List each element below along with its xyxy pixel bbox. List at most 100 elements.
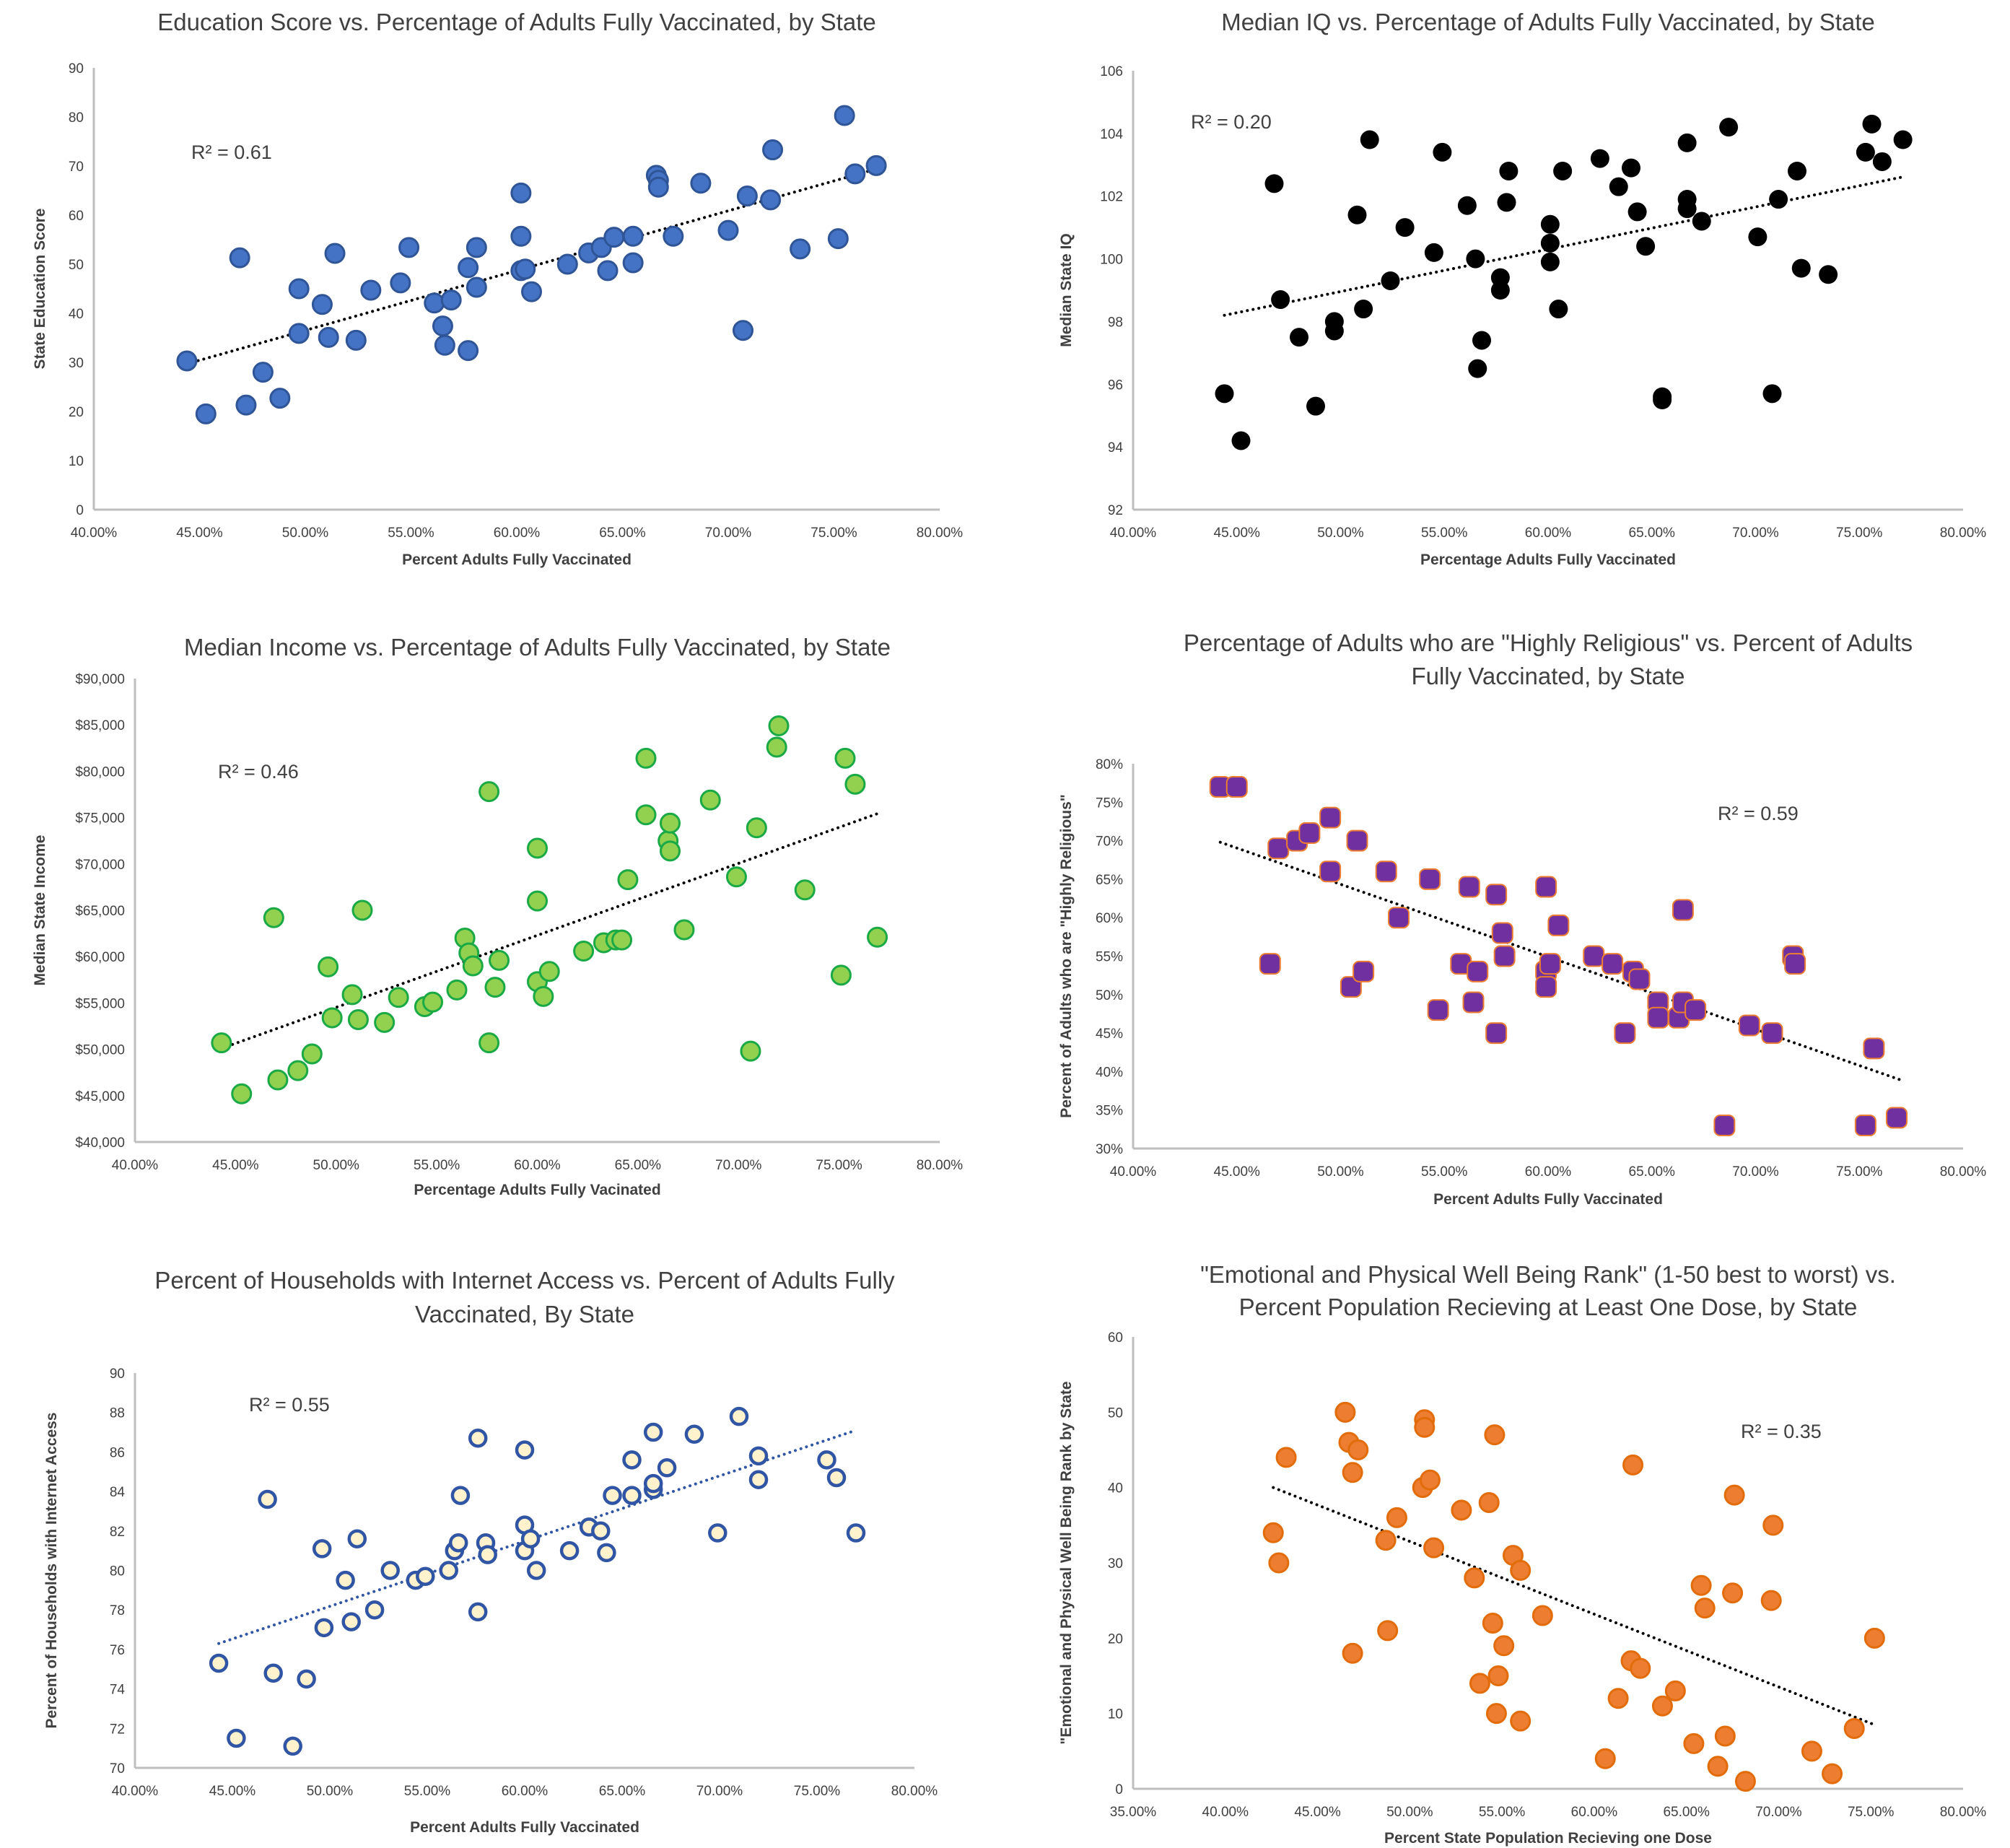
data-point (1427, 999, 1449, 1021)
x-tick-label: 60.00% (1525, 526, 1572, 541)
x-tick-label: 45.00% (1214, 1164, 1261, 1180)
data-point (347, 1009, 369, 1031)
y-tick-label: 50% (1096, 988, 1123, 1003)
data-point (521, 281, 543, 302)
data-point (1760, 1590, 1782, 1611)
chart-title: Percent of Households with Internet Acce… (154, 1267, 895, 1294)
y-tick-label: $45,000 (75, 1089, 125, 1104)
y-tick-label: 80% (1096, 757, 1123, 772)
data-point (834, 747, 856, 769)
data-point (643, 1473, 663, 1494)
y-tick-label: 94 (1108, 440, 1124, 456)
data-point (673, 919, 695, 941)
data-point (559, 1540, 580, 1561)
data-point (1468, 359, 1487, 378)
y-axis-label: Percent of Households with Internet Acce… (43, 1413, 60, 1729)
x-tick-label: 55.00% (414, 1158, 460, 1173)
data-point (1690, 1574, 1712, 1596)
data-point (1493, 945, 1516, 967)
data-point (1863, 1627, 1885, 1649)
data-point (1738, 1014, 1760, 1037)
data-point (267, 1069, 289, 1091)
data-point (1231, 431, 1251, 450)
data-point (195, 403, 217, 424)
data-point (466, 237, 487, 258)
data-point (1651, 1695, 1673, 1717)
data-point (1423, 1537, 1445, 1559)
chart-education: Education Score vs. Percentage of Adults… (32, 9, 963, 568)
data-point (341, 984, 363, 1006)
data-point (817, 1450, 836, 1470)
data-point (1761, 1022, 1783, 1045)
x-axis-label: Percent State Population Recieving one D… (1384, 1830, 1712, 1847)
data-point (374, 1011, 396, 1033)
chart-title: Percentage of Adults who are "Highly Rel… (1184, 629, 1913, 656)
chart-iq: Median IQ vs. Percentage of Adults Fully… (1058, 9, 1986, 568)
data-point (1510, 1710, 1531, 1732)
x-tick-label: 55.00% (388, 526, 434, 541)
y-tick-label: 78 (110, 1603, 125, 1618)
data-point (424, 292, 445, 314)
y-tick-label: 102 (1100, 190, 1123, 205)
data-point (458, 257, 479, 279)
x-tick-label: 70.00% (705, 526, 752, 541)
data-point (1375, 860, 1397, 883)
chart-title: Vaccinated, By State (415, 1301, 634, 1328)
data-point (478, 1545, 497, 1564)
data-point (1259, 953, 1281, 975)
data-point (297, 1669, 316, 1689)
data-point (1540, 252, 1560, 271)
data-point (1553, 161, 1573, 180)
data-point (1267, 837, 1290, 860)
data-point (1653, 387, 1672, 406)
data-point (1647, 1006, 1669, 1029)
data-point (1791, 258, 1811, 278)
data-point (1692, 212, 1711, 231)
data-point (209, 1653, 229, 1673)
x-axis-label: Percent Adults Fully Vaccinated (410, 1819, 639, 1836)
data-point (1719, 118, 1739, 137)
x-tick-label: 40.00% (1110, 1164, 1157, 1180)
data-point (263, 907, 284, 928)
data-point (1484, 1424, 1506, 1446)
data-point (1801, 1740, 1822, 1762)
data-point (635, 747, 657, 769)
x-tick-label: 60.00% (1571, 1805, 1618, 1820)
x-tick-label: 80.00% (917, 526, 964, 541)
data-point (729, 1406, 749, 1426)
x-tick-label: 65.00% (1629, 1164, 1676, 1180)
data-point (1290, 328, 1308, 347)
y-tick-label: 20 (1108, 1631, 1123, 1647)
data-point (1734, 1771, 1756, 1792)
data-point (1464, 1567, 1485, 1589)
y-tick-label: 106 (1100, 64, 1123, 79)
data-point (635, 804, 657, 826)
r-squared-label: R² = 0.59 (1718, 803, 1799, 824)
y-tick-label: 90 (69, 61, 84, 77)
data-point (556, 253, 578, 275)
data-point (647, 176, 669, 198)
chart-title: Median Income vs. Percentage of Adults F… (184, 634, 891, 661)
data-point (1762, 384, 1782, 404)
data-point (708, 1523, 727, 1543)
y-tick-label: 96 (1108, 378, 1123, 393)
data-point (520, 1529, 541, 1548)
r-squared-label: R² = 0.55 (249, 1394, 330, 1416)
y-tick-label: 92 (1108, 503, 1123, 518)
data-point (597, 260, 619, 282)
data-point (1590, 149, 1609, 168)
x-axis-label: Percent Adults Fully Vaccinated (1433, 1191, 1663, 1208)
chart-title: Fully Vaccinated, by State (1411, 663, 1685, 689)
data-point (1353, 960, 1375, 982)
y-tick-label: $40,000 (75, 1136, 125, 1151)
data-point (1694, 1598, 1716, 1619)
data-point (1862, 114, 1882, 134)
data-point (1609, 177, 1628, 196)
data-point (657, 1458, 677, 1478)
data-point (1225, 775, 1248, 798)
data-point (611, 929, 633, 951)
data-point (468, 1429, 488, 1448)
data-point (867, 926, 888, 948)
data-point (1893, 130, 1913, 149)
data-point (1375, 1530, 1397, 1551)
